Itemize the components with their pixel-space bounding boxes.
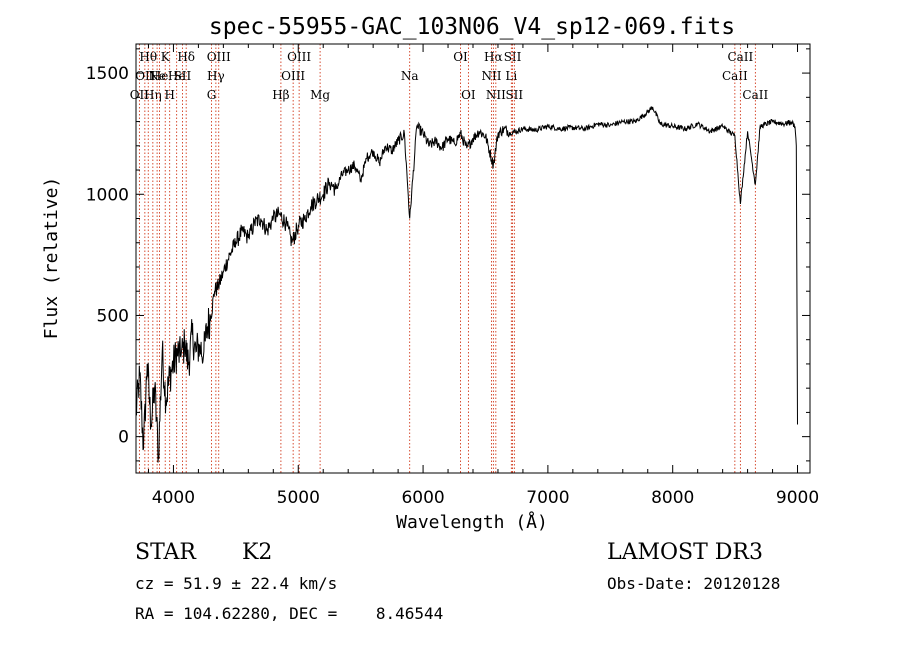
plot-frame <box>135 43 811 474</box>
x-tick-label-4: 8000 <box>651 488 694 508</box>
line-label-2: Hθ <box>139 50 157 64</box>
line-label-18: Na <box>401 69 419 83</box>
object-class: STAR <box>135 540 197 565</box>
line-label-0: OII <box>130 88 150 102</box>
line-label-25: SII <box>504 50 522 64</box>
spectrum-line <box>135 106 798 463</box>
line-label-21: NII <box>481 69 501 83</box>
y-tick-label-3: 1500 <box>86 64 129 84</box>
line-label-8: He <box>168 69 186 83</box>
line-label-13: OIII <box>207 50 231 64</box>
line-label-7: H <box>164 88 174 102</box>
line-label-12: Hγ <box>207 69 225 83</box>
object-subclass: K2 <box>242 540 272 565</box>
obs-date: Obs-Date: 20120128 <box>607 574 780 593</box>
line-label-6: K <box>161 50 171 64</box>
line-label-24: Li <box>505 69 517 83</box>
line-label-28: CaII <box>727 50 753 64</box>
y-tick-label-2: 1000 <box>86 185 129 205</box>
line-label-22: Hα <box>484 50 503 64</box>
line-label-27: CaII <box>722 69 748 83</box>
line-label-20: OI <box>461 88 476 102</box>
line-label-1: OII <box>135 69 155 83</box>
line-label-16: OIII <box>287 50 311 64</box>
line-label-9: SII <box>174 69 192 83</box>
line-label-4: Ne <box>148 69 166 83</box>
y-axis-label: Flux (relative) <box>41 177 62 340</box>
line-label-14: Hβ <box>272 88 289 102</box>
line-label-3: Hη <box>144 88 162 102</box>
line-label-29: CaII <box>742 88 768 102</box>
line-label-23: NII <box>486 88 506 102</box>
line-label-5: He <box>151 69 169 83</box>
line-label-26: SII <box>505 88 523 102</box>
x-tick-label-0: 4000 <box>152 488 195 508</box>
y-tick-label-0: 0 <box>118 428 129 448</box>
chart-title: spec-55955-GAC_103N06_V4_sp12-069.fits <box>209 14 735 40</box>
line-label-15: OIII <box>281 69 305 83</box>
x-tick-label-1: 5000 <box>277 488 320 508</box>
line-label-11: G <box>207 88 217 102</box>
line-label-17: Mg <box>310 88 330 102</box>
x-tick-label-2: 6000 <box>401 488 444 508</box>
y-tick-label-1: 500 <box>97 306 129 326</box>
redshift-text: cz = 51.9 ± 22.4 km/s <box>135 574 337 593</box>
survey-name: LAMOST DR3 <box>607 540 763 565</box>
x-tick-label-3: 7000 <box>526 488 569 508</box>
x-tick-label-5: 9000 <box>776 488 819 508</box>
axis-ticks: 4000 5000 6000 7000 8000 9000 0 500 1000 1500 <box>86 44 819 508</box>
x-axis-label: Wavelength (Å) <box>396 511 548 533</box>
line-label-10: Hδ <box>177 50 195 64</box>
ra-dec: RA = 104.62280, DEC = 8.46544 <box>135 604 443 623</box>
spectral-line-markers: OIIOIIHθHηNeHeKHHeSIIHδGHγOIIIHβOIIIOIII… <box>130 44 768 473</box>
spectrum-series <box>135 106 798 463</box>
line-label-19: OI <box>453 50 468 64</box>
